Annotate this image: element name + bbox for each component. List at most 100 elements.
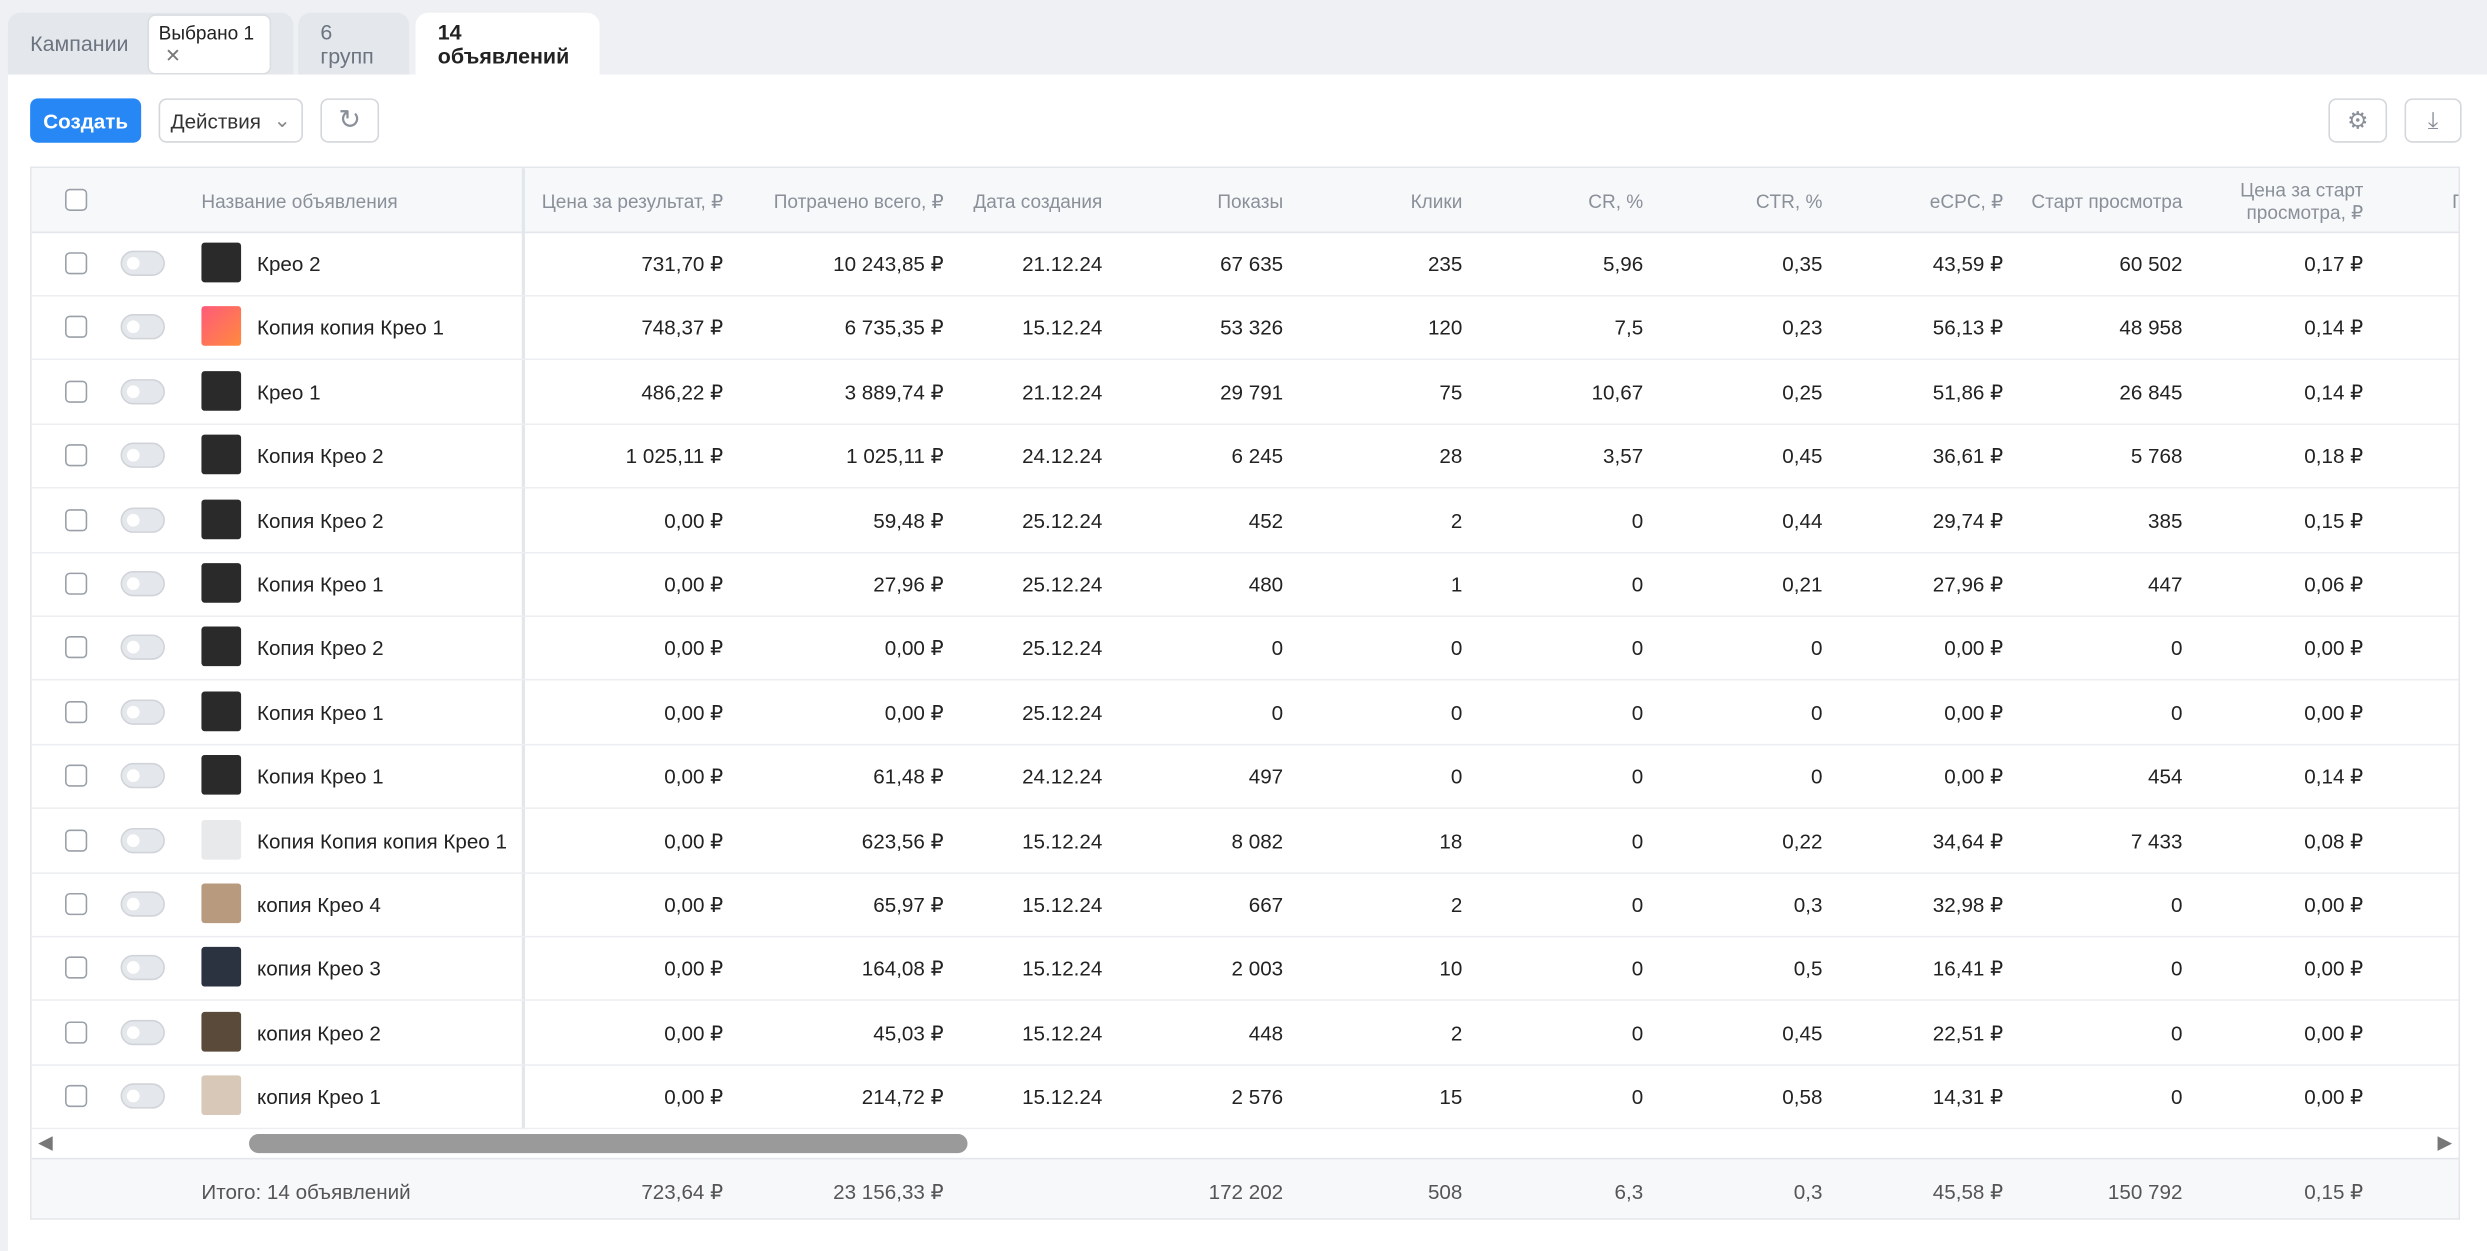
cell: 0,00 ₽ bbox=[664, 508, 724, 533]
cell: 15.12.24 bbox=[1022, 316, 1103, 341]
ad-name[interactable]: Крео 1 bbox=[256, 380, 321, 405]
cell: 0 bbox=[1631, 828, 1644, 853]
row-toggle[interactable] bbox=[120, 442, 165, 469]
cell: 2 bbox=[1450, 1021, 1463, 1045]
scrollbar-thumb[interactable] bbox=[249, 1134, 968, 1154]
total-cell: 45,58 ₽ bbox=[1932, 1180, 2004, 1204]
cell: 120 bbox=[1427, 316, 1463, 341]
tab-campaigns[interactable]: Кампании Выбрано 1 ✕ bbox=[7, 12, 294, 75]
table-row bbox=[31, 360, 2459, 425]
ad-name[interactable]: Копия Крео 2 bbox=[256, 444, 384, 469]
settings-button[interactable]: ⚙ bbox=[2328, 98, 2388, 143]
row-toggle[interactable] bbox=[120, 699, 165, 725]
cell: 0 bbox=[1631, 572, 1644, 597]
cell: 25.12.24 bbox=[1022, 636, 1103, 661]
cell: 0,14 ₽ bbox=[2304, 316, 2364, 341]
selected-chip[interactable]: Выбрано 1 ✕ bbox=[147, 13, 272, 74]
tab-ads[interactable]: 14 объявлений bbox=[415, 12, 600, 75]
cell: 29 791 bbox=[1220, 380, 1284, 405]
tab-groups[interactable]: 6 групп bbox=[298, 12, 410, 75]
row-checkbox[interactable] bbox=[65, 316, 88, 339]
total-cell: 508 bbox=[1427, 1180, 1463, 1204]
row-checkbox[interactable] bbox=[65, 1085, 88, 1108]
actions-button[interactable]: Действия ⌄ bbox=[158, 98, 303, 143]
row-toggle[interactable] bbox=[120, 506, 165, 533]
ad-name[interactable]: Копия Крео 2 bbox=[256, 508, 384, 533]
table-row bbox=[31, 616, 2459, 682]
ad-name[interactable]: копия Крео 3 bbox=[256, 957, 381, 981]
cell: 75 bbox=[1439, 380, 1463, 405]
cell: 6 245 bbox=[1231, 444, 1284, 469]
download-button[interactable]: ⤓ bbox=[2404, 98, 2462, 143]
row-toggle[interactable] bbox=[120, 955, 165, 981]
cell: 0,21 bbox=[1782, 572, 1823, 597]
ads-table: Название объявления Цена за результат, ₽ П… bbox=[30, 166, 2461, 1220]
cell: 480 bbox=[1248, 572, 1284, 597]
row-checkbox[interactable] bbox=[65, 828, 88, 852]
create-button[interactable]: Создать bbox=[30, 98, 142, 143]
ad-name[interactable]: копия Крео 4 bbox=[256, 892, 381, 917]
cell: 0,00 ₽ bbox=[664, 892, 724, 917]
row-checkbox[interactable] bbox=[65, 636, 88, 659]
row-checkbox[interactable] bbox=[65, 1021, 88, 1044]
ad-name[interactable]: Копия копия Крео 1 bbox=[256, 316, 444, 341]
row-toggle[interactable] bbox=[120, 570, 165, 597]
row-checkbox[interactable] bbox=[65, 700, 88, 723]
thumbnail bbox=[201, 947, 242, 988]
cell: 748,37 ₽ bbox=[641, 316, 724, 341]
refresh-button[interactable]: ↻ bbox=[320, 98, 380, 143]
row-toggle[interactable] bbox=[120, 827, 165, 853]
ad-name[interactable]: копия Крео 1 bbox=[256, 1085, 381, 1109]
row-checkbox[interactable] bbox=[65, 892, 88, 916]
ad-name[interactable]: Копия Крео 2 bbox=[256, 636, 384, 661]
row-checkbox[interactable] bbox=[65, 380, 88, 403]
cell: 3 889,74 ₽ bbox=[844, 380, 944, 405]
cell: 0,3 bbox=[1793, 892, 1823, 917]
cell: 16,41 ₽ bbox=[1932, 957, 2004, 981]
ad-name[interactable]: Копия Крео 1 bbox=[256, 764, 384, 789]
cell: 45,03 ₽ bbox=[873, 1021, 944, 1045]
row-toggle[interactable] bbox=[120, 1083, 165, 1109]
row-checkbox[interactable] bbox=[65, 572, 88, 595]
cell: 21.12.24 bbox=[1022, 380, 1103, 405]
header-checkbox[interactable] bbox=[65, 188, 88, 211]
cell: 7,5 bbox=[1614, 316, 1644, 341]
scroll-left[interactable]: ◀ bbox=[38, 1130, 53, 1154]
cell: 731,70 ₽ bbox=[641, 252, 724, 276]
cell: 214,72 ₽ bbox=[861, 1085, 944, 1109]
cell: 0 bbox=[2170, 636, 2183, 661]
table-row bbox=[31, 936, 2459, 1002]
cell: 0 bbox=[1631, 892, 1644, 917]
cell: 1 025,11 ₽ bbox=[625, 444, 724, 469]
row-checkbox[interactable] bbox=[65, 252, 88, 275]
row-checkbox[interactable] bbox=[65, 764, 88, 788]
cell: 0 bbox=[1450, 700, 1463, 725]
row-checkbox[interactable] bbox=[65, 957, 88, 980]
row-toggle[interactable] bbox=[120, 763, 165, 789]
header-cell: CTR, % bbox=[1755, 190, 1823, 213]
ad-name[interactable]: Копия Копия копия Крео 1 bbox=[256, 828, 507, 853]
cell: 59,48 ₽ bbox=[873, 508, 944, 533]
header-cell: Потрачено всего, ₽ bbox=[773, 190, 944, 213]
ad-name[interactable]: Копия Крео 1 bbox=[256, 700, 384, 725]
thumbnail bbox=[201, 755, 242, 795]
total-cell: 172 202 bbox=[1208, 1180, 1284, 1204]
scroll-right[interactable]: ▶ bbox=[2437, 1130, 2453, 1154]
row-toggle[interactable] bbox=[120, 314, 165, 341]
cell: 0 bbox=[1450, 764, 1463, 789]
row-checkbox[interactable] bbox=[65, 444, 88, 467]
cell: 0,00 ₽ bbox=[664, 636, 724, 661]
row-toggle[interactable] bbox=[120, 635, 165, 661]
cell: 0 bbox=[1631, 636, 1644, 661]
row-checkbox[interactable] bbox=[65, 508, 88, 531]
row-toggle[interactable] bbox=[120, 378, 165, 405]
row-toggle[interactable] bbox=[120, 1019, 165, 1045]
header-cell: Клики bbox=[1410, 190, 1463, 213]
row-toggle[interactable] bbox=[120, 250, 165, 276]
ad-name[interactable]: Крео 2 bbox=[256, 252, 321, 276]
ad-name[interactable]: копия Крео 2 bbox=[256, 1021, 381, 1045]
row-toggle[interactable] bbox=[120, 891, 165, 917]
cell: 448 bbox=[1248, 1021, 1284, 1045]
table-row bbox=[31, 872, 2459, 938]
ad-name[interactable]: Копия Крео 1 bbox=[256, 572, 384, 597]
